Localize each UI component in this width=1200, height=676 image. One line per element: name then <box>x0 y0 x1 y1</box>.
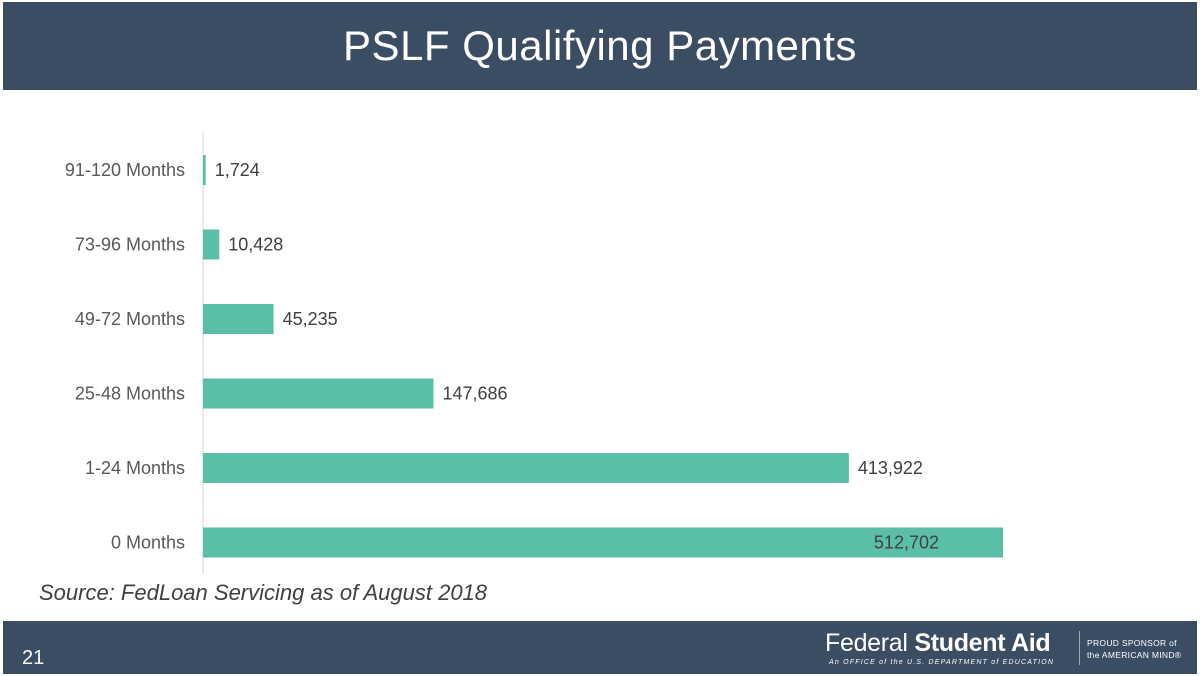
slide-title: PSLF Qualifying Payments <box>343 22 857 69</box>
sponsor-line-2: the AMERICAN MIND® <box>1087 650 1182 660</box>
category-label: 49-72 Months <box>75 309 185 329</box>
category-label: 1-24 Months <box>85 458 185 478</box>
bar <box>203 527 1003 558</box>
source-note: Source: FedLoan Servicing as of August 2… <box>39 580 488 605</box>
logo-divider <box>1079 631 1080 665</box>
category-label: 0 Months <box>111 533 185 553</box>
data-label: 10,428 <box>228 235 283 255</box>
data-label: 512,702 <box>874 533 939 553</box>
bar <box>203 453 849 483</box>
page-number: 21 <box>22 647 45 669</box>
federal-student-aid-logo: Federal Student Aid An OFFICE of the U.S… <box>825 629 1185 669</box>
category-label: 25-48 Months <box>75 384 185 404</box>
bar <box>203 229 220 260</box>
data-label: 413,922 <box>858 458 923 478</box>
slide: PSLF Qualifying Payments 91-120 Months 1,… <box>3 2 1197 674</box>
category-label: 73-96 Months <box>75 235 185 255</box>
title-bar: PSLF Qualifying Payments <box>3 2 1197 90</box>
logo-name-bold: Student Aid <box>914 629 1051 657</box>
logo-name-light: Federal <box>825 629 908 657</box>
category-label: 91-120 Months <box>65 160 185 180</box>
data-label: 1,724 <box>215 160 260 180</box>
logo-sponsor: PROUD SPONSOR of the AMERICAN MIND® <box>1087 637 1181 661</box>
data-label: 147,686 <box>442 384 507 404</box>
bar <box>203 378 434 409</box>
bar <box>203 304 274 334</box>
sponsor-line-1: PROUD SPONSOR of <box>1087 638 1177 648</box>
logo-wordmark: Federal Student Aid <box>825 629 1051 658</box>
logo-tagline: An OFFICE of the U.S. DEPARTMENT of EDUC… <box>829 659 1055 666</box>
bar <box>203 155 206 185</box>
bar-chart: 91-120 Months 1,724 73-96 Months 10,428 49-7… <box>65 132 1003 574</box>
data-label: 45,235 <box>283 309 338 329</box>
footer-bar: 21 Federal Student Aid An OFFICE of the … <box>3 621 1197 674</box>
